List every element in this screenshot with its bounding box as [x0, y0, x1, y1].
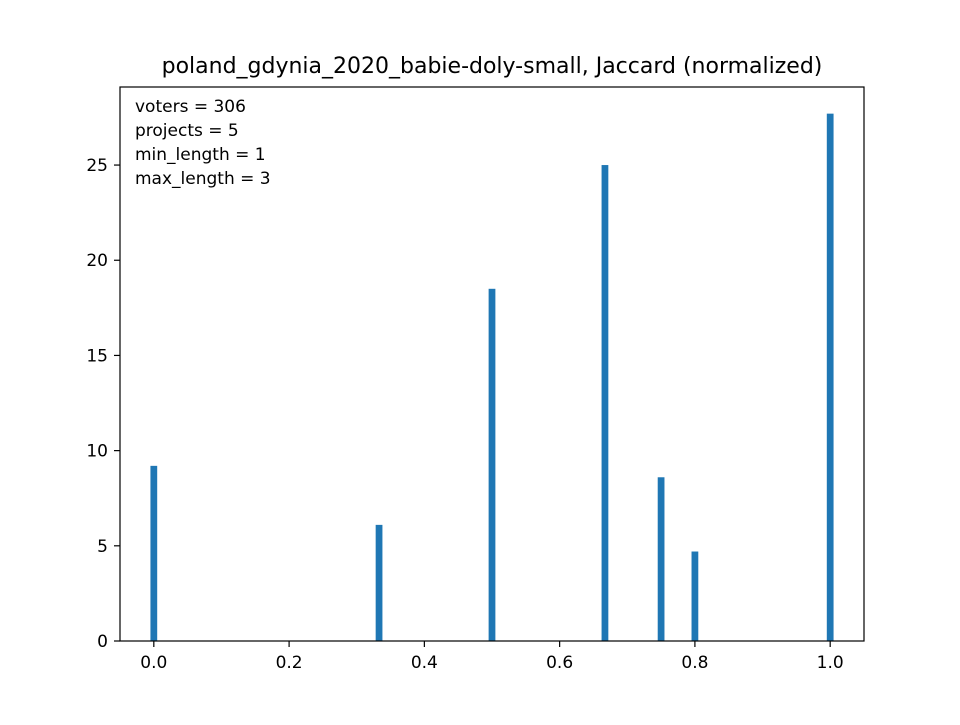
annotation-min-length: min_length = 1 [135, 145, 266, 165]
histogram-bar [657, 477, 665, 641]
annotation-voters: voters = 306 [135, 97, 246, 117]
histogram-bar [150, 465, 158, 641]
x-tick-label: 0.8 [681, 653, 708, 673]
y-tick-label: 15 [86, 346, 108, 366]
plot-frame [119, 86, 865, 642]
bars-layer [150, 113, 834, 642]
x-tick-label: 0.4 [411, 653, 438, 673]
histogram-bar [691, 551, 699, 641]
annotation-projects: projects = 5 [135, 121, 239, 141]
histogram-bar [375, 524, 383, 641]
y-tick-label: 25 [86, 156, 108, 176]
x-tick-label: 0.0 [140, 653, 167, 673]
y-axis: 0 5 10 15 20 25 [86, 156, 120, 652]
y-tick-label: 10 [86, 442, 108, 462]
x-tick-label: 1.0 [817, 653, 844, 673]
stats-annotation: voters = 306 projects = 5 min_length = 1… [135, 97, 271, 189]
x-axis: 0.0 0.2 0.4 0.6 0.8 1.0 [140, 641, 844, 673]
annotation-max-length: max_length = 3 [135, 169, 271, 189]
x-tick-label: 0.6 [546, 653, 573, 673]
y-tick-label: 5 [97, 537, 108, 557]
histogram-bar [601, 165, 609, 642]
y-tick-label: 20 [86, 251, 108, 271]
x-tick-label: 0.2 [276, 653, 303, 673]
histogram-bar [488, 288, 496, 641]
chart-title: poland_gdynia_2020_babie-doly-small, Jac… [162, 54, 823, 79]
histogram-bar [826, 113, 834, 641]
y-tick-label: 0 [97, 632, 108, 652]
